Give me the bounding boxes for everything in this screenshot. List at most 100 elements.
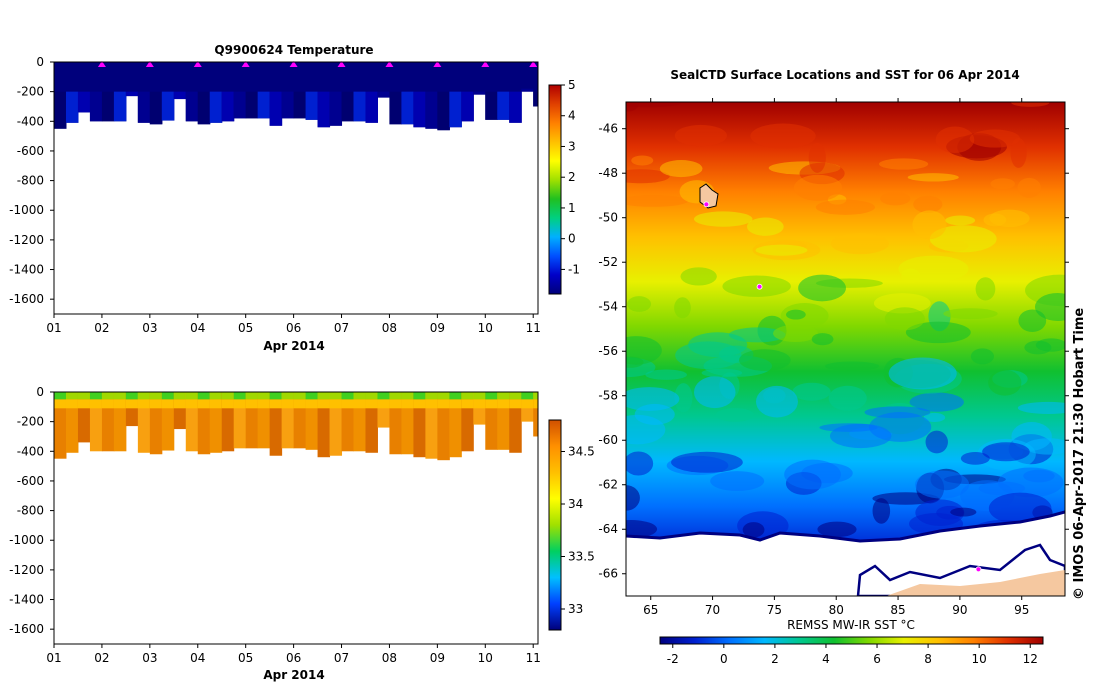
ice-edge xyxy=(626,510,1065,543)
antarctic-land xyxy=(886,570,1065,596)
salinity-upper-band xyxy=(485,399,498,409)
temperature-deep-band xyxy=(113,91,127,122)
salinity-surface-band xyxy=(365,392,378,400)
salinity-upper-band xyxy=(533,399,539,409)
sst-patch xyxy=(755,385,798,418)
sst-colorbar-tick-label: 8 xyxy=(924,652,932,666)
sst-patch xyxy=(792,382,831,401)
salinity-surface-band xyxy=(401,392,414,400)
temperature-profile xyxy=(125,62,139,97)
sst-patch xyxy=(631,155,654,166)
salinity-upper-band xyxy=(113,399,127,409)
salinity-surface-band xyxy=(353,392,366,400)
lat-tick-label: -56 xyxy=(598,344,618,358)
sst-patch xyxy=(935,126,975,154)
colorbar-tick-label: 33.5 xyxy=(568,550,595,564)
sst-patch xyxy=(693,211,753,227)
sst-colorbar-tick-label: 12 xyxy=(1023,652,1038,666)
salinity-surface-band xyxy=(461,392,474,400)
sst-patch xyxy=(817,521,857,538)
temperature-deep-band xyxy=(317,91,331,128)
temperature-deep-band xyxy=(341,91,355,122)
salinity-upper-band xyxy=(54,399,67,409)
sst-patch xyxy=(824,361,880,371)
salinity-surface-band xyxy=(413,392,426,400)
salinity-surface-band xyxy=(221,392,235,400)
y-tick-label: -1400 xyxy=(9,593,44,607)
temperature-plot-frame xyxy=(53,61,539,315)
temperature-y-axis: 0 -200 -400 -600 -800 -1000 -1200 -1400 -1600 xyxy=(9,55,54,306)
temperature-profile xyxy=(473,62,486,95)
temperature-x-axis: 01 02 03 04 05 06 07 08 09 10 11 xyxy=(46,314,541,335)
sst-map-lon-axis: 65 70 75 80 85 90 95 xyxy=(643,98,1029,617)
y-tick-label: 0 xyxy=(36,385,44,399)
sst-patch xyxy=(674,297,691,319)
temperature-colorbar xyxy=(548,84,562,295)
salinity-surface-band xyxy=(293,392,307,400)
x-tick-label: 10 xyxy=(478,321,493,335)
salinity-x-label: Apr 2014 xyxy=(263,668,324,682)
temperature-deep-band xyxy=(101,91,115,122)
salinity-surface-band xyxy=(425,392,438,400)
salinity-surface-band xyxy=(77,392,91,400)
x-tick-label: 08 xyxy=(382,651,397,665)
sst-patch xyxy=(1017,401,1065,415)
y-tick-label: -1000 xyxy=(9,533,44,547)
surface-markers xyxy=(97,61,538,67)
salinity-surface-band xyxy=(437,392,450,400)
sst-patch xyxy=(828,385,867,411)
sst-patch xyxy=(929,225,997,253)
sst-patch xyxy=(1024,340,1052,355)
temperature-deep-band xyxy=(233,91,247,119)
sst-patch xyxy=(742,522,765,538)
temperature-profile xyxy=(521,62,534,92)
temperature-deep-band xyxy=(185,91,199,122)
temperature-deep-band xyxy=(197,91,211,125)
temperature-deep-band xyxy=(521,88,534,92)
salinity-y-axis: 0 -200 -400 -600 -800 -1000 -1200 -1400 -1600 xyxy=(9,385,54,636)
salinity-surface-band xyxy=(269,392,283,400)
sst-patch xyxy=(901,268,921,284)
salinity-upper-band xyxy=(257,399,271,409)
colorbar-tick-label: 4 xyxy=(568,109,576,123)
lon-tick-label: 95 xyxy=(1014,603,1029,617)
salinity-upper-band xyxy=(173,399,187,409)
lat-tick-label: -66 xyxy=(598,567,618,581)
salinity-upper-band xyxy=(437,399,450,409)
sst-map-title: SealCTD Surface Locations and SST for 06… xyxy=(670,68,1019,82)
sst-patch xyxy=(739,349,791,371)
sst-patch xyxy=(960,452,990,465)
salinity-upper-band xyxy=(269,399,283,409)
sst-patch xyxy=(988,369,1022,396)
sst-patch xyxy=(1011,102,1050,107)
salinity-x-axis: 01 02 03 04 05 06 07 08 09 10 11 xyxy=(46,644,541,665)
x-tick-label: 03 xyxy=(142,651,157,665)
sst-patch xyxy=(864,406,931,419)
sst-patch xyxy=(715,408,755,422)
temperature-deep-band xyxy=(533,91,539,107)
x-tick-label: 05 xyxy=(238,651,253,665)
salinity-upper-band xyxy=(221,399,235,409)
salinity-upper-band xyxy=(425,399,438,409)
y-tick-label: -800 xyxy=(17,504,44,518)
sst-patch xyxy=(710,471,765,492)
lat-tick-label: -46 xyxy=(598,122,618,136)
sst-patch xyxy=(912,210,947,240)
salinity-surface-band xyxy=(377,392,390,400)
sst-patch xyxy=(990,178,1016,190)
lon-tick-label: 90 xyxy=(952,603,967,617)
lat-tick-label: -50 xyxy=(598,211,618,225)
lat-tick-label: -58 xyxy=(598,389,618,403)
temperature-deep-band xyxy=(413,91,426,128)
temperature-deep-band xyxy=(209,91,223,123)
x-tick-label: 05 xyxy=(238,321,253,335)
temperature-deep-band xyxy=(305,91,319,120)
temperature-deep-band xyxy=(137,91,151,123)
salinity-surface-band xyxy=(389,392,402,400)
salinity-upper-band xyxy=(497,399,510,409)
salinity-profile xyxy=(425,392,438,459)
salinity-upper-band xyxy=(449,399,462,409)
temperature-deep-band xyxy=(293,91,307,119)
salinity-upper-band xyxy=(521,399,534,409)
lat-tick-label: -62 xyxy=(598,478,618,492)
